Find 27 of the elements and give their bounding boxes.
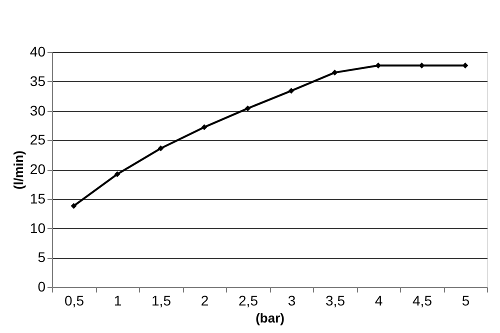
y-tick-label: 0	[38, 278, 46, 294]
y-tick-label: 15	[30, 190, 46, 206]
x-tick-label: 1,5	[152, 292, 172, 308]
x-tick-label: 4	[374, 292, 383, 308]
x-tick-label: 3	[288, 292, 296, 308]
x-tick-label: 3,5	[326, 292, 346, 308]
y-tick-label: 5	[38, 249, 46, 266]
point	[70, 202, 77, 209]
y-axis-title: (l/min)	[10, 150, 26, 190]
point	[244, 105, 251, 112]
y-tick-label: 40	[30, 44, 46, 60]
point	[332, 70, 338, 76]
x-tick-label: 5	[462, 292, 470, 308]
y-tick-label: 10	[30, 220, 46, 236]
y-tick-label: 25	[30, 132, 46, 148]
x-tick-label: 1	[114, 292, 122, 308]
x-tick-label: 2,5	[238, 292, 258, 308]
point	[201, 124, 208, 130]
x-tick-label: 4,5	[412, 292, 432, 308]
y-tick-label: 20	[30, 161, 46, 177]
y-tick-label: 30	[30, 102, 46, 118]
x-tick-label: 2	[200, 292, 209, 308]
x-axis-title: (bar)	[256, 310, 284, 326]
x-tick-label: 0,5	[64, 292, 84, 308]
point	[158, 145, 164, 152]
point	[114, 171, 120, 178]
y-tick-label: 35	[30, 72, 46, 89]
